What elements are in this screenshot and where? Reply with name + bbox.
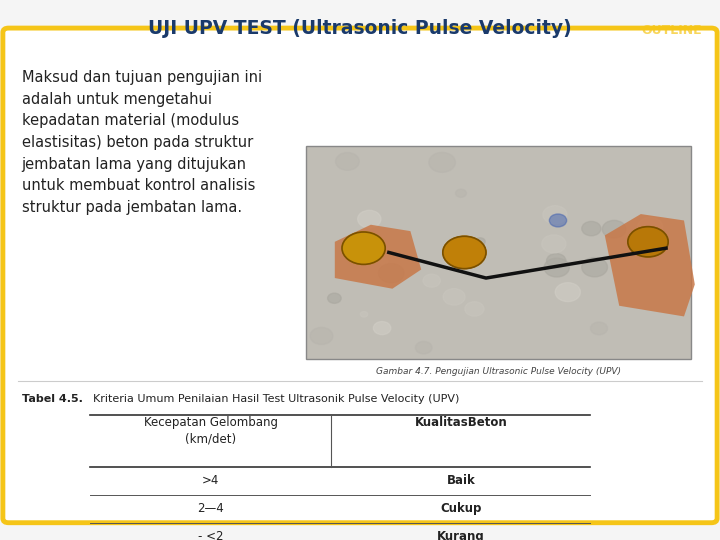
- Circle shape: [549, 214, 567, 227]
- Circle shape: [336, 152, 359, 170]
- Circle shape: [342, 232, 385, 265]
- Polygon shape: [335, 225, 421, 289]
- Circle shape: [546, 254, 566, 268]
- Text: Maksud dan tujuan pengujian ini
adalah untuk mengetahui
kepadatan material (modu: Maksud dan tujuan pengujian ini adalah u…: [22, 70, 262, 215]
- Text: Tabel 4.5.: Tabel 4.5.: [22, 394, 83, 404]
- Circle shape: [555, 283, 580, 301]
- Circle shape: [310, 327, 333, 345]
- Circle shape: [475, 238, 485, 246]
- Text: >4: >4: [202, 474, 220, 487]
- Circle shape: [544, 258, 570, 277]
- Polygon shape: [605, 214, 695, 316]
- FancyBboxPatch shape: [306, 146, 691, 359]
- Text: KualitasBeton: KualitasBeton: [415, 416, 507, 429]
- Circle shape: [443, 237, 486, 268]
- Circle shape: [456, 189, 467, 197]
- Text: Cukup: Cukup: [440, 502, 482, 515]
- Circle shape: [328, 293, 341, 303]
- Text: Kriteria Umum Penilaian Hasil Test Ultrasonik Pulse Velocity (UPV): Kriteria Umum Penilaian Hasil Test Ultra…: [86, 394, 460, 404]
- Circle shape: [374, 321, 391, 335]
- FancyBboxPatch shape: [3, 28, 717, 523]
- Circle shape: [590, 322, 608, 335]
- Circle shape: [415, 341, 432, 354]
- Circle shape: [423, 274, 441, 287]
- Text: Kecepatan Gelombang
(km/det): Kecepatan Gelombang (km/det): [143, 416, 278, 446]
- Text: Gambar 4.7. Pengujian Ultrasonic Pulse Velocity (UPV): Gambar 4.7. Pengujian Ultrasonic Pulse V…: [376, 367, 621, 376]
- Text: UJI UPV TEST (Ultrasonic Pulse Velocity): UJI UPV TEST (Ultrasonic Pulse Velocity): [148, 19, 572, 38]
- Text: 2—4: 2—4: [197, 502, 224, 515]
- Circle shape: [429, 152, 455, 172]
- Circle shape: [628, 227, 668, 257]
- Circle shape: [543, 206, 567, 224]
- Circle shape: [380, 259, 388, 265]
- Circle shape: [638, 218, 662, 236]
- Circle shape: [443, 289, 465, 305]
- Circle shape: [360, 312, 368, 317]
- Text: - <2: - <2: [198, 530, 223, 540]
- Circle shape: [358, 211, 381, 228]
- Circle shape: [542, 235, 566, 253]
- Circle shape: [465, 302, 484, 316]
- Circle shape: [379, 264, 404, 283]
- Circle shape: [603, 220, 626, 238]
- Text: OUTLINE: OUTLINE: [642, 24, 702, 37]
- Text: Kurang: Kurang: [437, 530, 485, 540]
- Circle shape: [582, 221, 601, 236]
- Text: Baik: Baik: [446, 474, 475, 487]
- Circle shape: [582, 258, 608, 277]
